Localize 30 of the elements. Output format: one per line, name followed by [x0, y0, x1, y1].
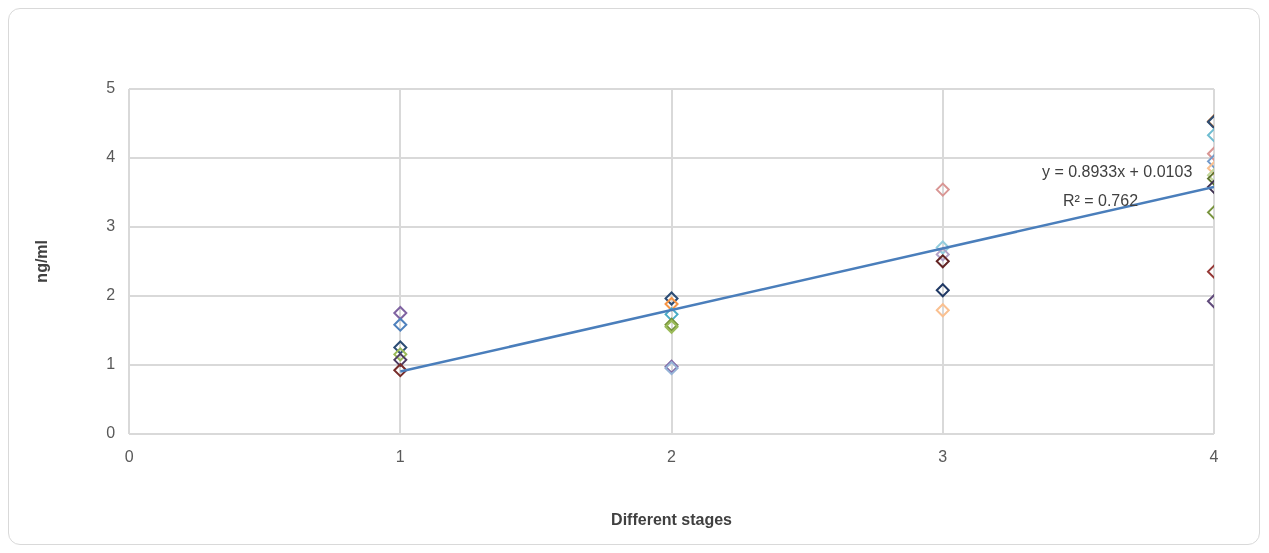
point	[935, 283, 950, 298]
point	[393, 363, 408, 378]
point	[935, 240, 950, 255]
x-tick-label: 2	[667, 447, 677, 465]
annotation: R² = 0.762	[1062, 191, 1139, 209]
y-tick-label: 4	[106, 148, 116, 166]
x-tick-label: 4	[1209, 447, 1219, 465]
y-tick-label: 1	[106, 355, 116, 373]
point	[935, 182, 950, 197]
point	[935, 247, 950, 262]
point	[393, 340, 408, 355]
y-tick-label: 3	[106, 217, 116, 235]
annotation: y = 0.8933x + 0.0103	[1041, 162, 1193, 180]
point	[935, 303, 950, 318]
point	[664, 297, 679, 312]
x-tick-label: 3	[938, 447, 948, 465]
x-tick-label: 1	[395, 447, 405, 465]
point	[393, 305, 408, 320]
y-tick-label: 2	[106, 286, 116, 304]
point	[393, 347, 408, 362]
point	[935, 254, 950, 269]
y-axis-title: ng/ml	[33, 239, 51, 283]
x-axis-title: Different stages	[611, 510, 733, 528]
point	[664, 307, 679, 322]
y-tick-label: 5	[106, 79, 116, 97]
point	[393, 352, 408, 367]
x-tick-label: 0	[124, 447, 134, 465]
y-tick-label: 0	[106, 424, 116, 442]
point	[393, 317, 408, 332]
point	[664, 291, 679, 306]
